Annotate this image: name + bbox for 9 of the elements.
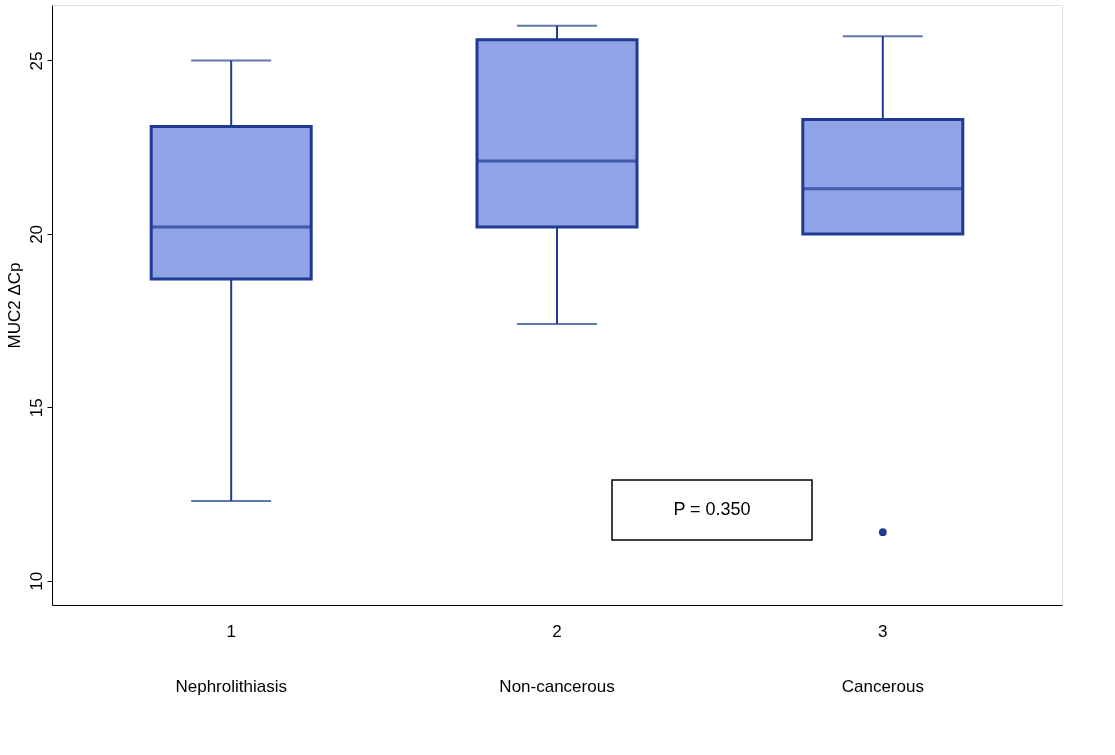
category-label: 3 Cancerous bbox=[841, 621, 924, 696]
y-tick-label: 20 bbox=[26, 224, 46, 244]
y-tick-label: 15 bbox=[26, 398, 46, 418]
category-label: 1 Nephrolithiasis bbox=[175, 621, 287, 696]
y-tick-label: 25 bbox=[26, 51, 46, 71]
y-axis-title: MUC2 ΔCp bbox=[4, 262, 24, 349]
y-tick-label: 10 bbox=[26, 571, 46, 591]
category-label: 2 Non-cancerous bbox=[499, 621, 615, 696]
annotation: P = 0.350 bbox=[673, 499, 751, 519]
